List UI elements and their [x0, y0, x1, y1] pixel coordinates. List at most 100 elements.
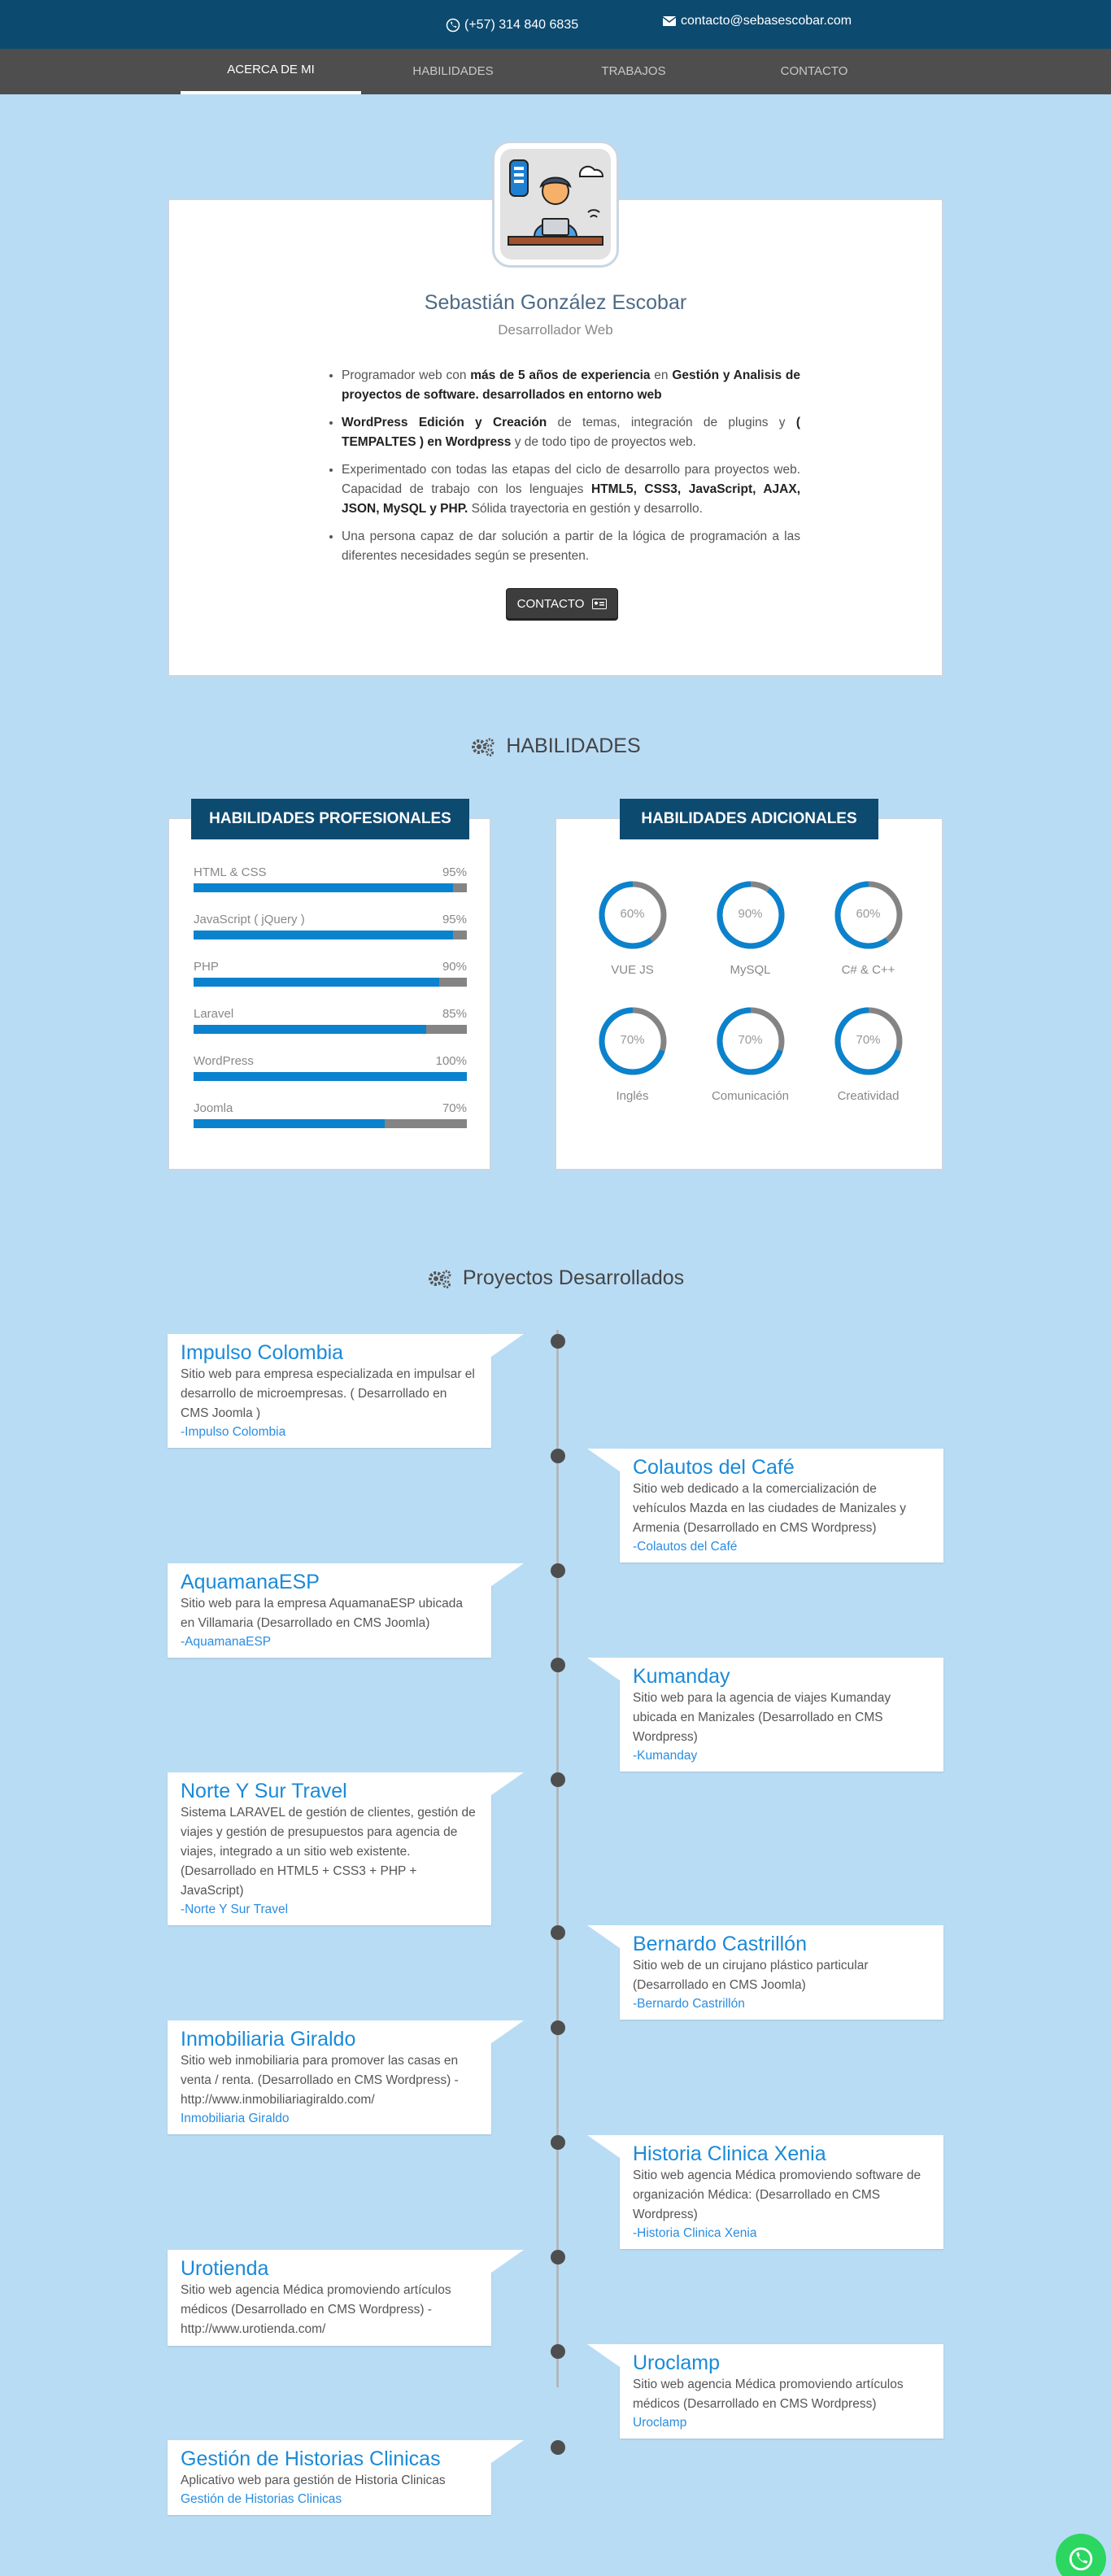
project-card: Historia Clinica Xenia Sitio web agencia …	[587, 2135, 943, 2249]
skill-bar: WordPress 100%	[194, 1054, 467, 1081]
project-title: AquamanaESP	[181, 1571, 320, 1593]
skill-bar-fill	[194, 883, 454, 892]
skill-percent: 70%	[442, 1101, 467, 1115]
project-description: Sitio web para la empresa AquamanaESP ub…	[181, 1597, 463, 1630]
project-card: Bernardo Castrillón Sitio web de un ciruj…	[587, 1925, 943, 2020]
timeline-dot	[551, 2344, 565, 2359]
whatsapp-icon	[1069, 2547, 1093, 2571]
project-title: Bernardo Castrillón	[633, 1933, 807, 1955]
skill-donut: 60% C# & C++	[809, 878, 927, 977]
project-link[interactable]: -Impulso Colombia	[181, 1425, 286, 1439]
project-description: Sistema LARAVEL de gestión de clientes, …	[181, 1806, 476, 1898]
donut-label: MySQL	[730, 963, 771, 977]
skill-percent: 95%	[442, 865, 467, 879]
donut-percent: 70%	[738, 1033, 763, 1047]
skill-bar: Joomla 70%	[194, 1101, 467, 1128]
skill-bar-track	[194, 883, 467, 892]
donut-fill	[834, 881, 902, 949]
project-link[interactable]: Uroclamp	[633, 2416, 687, 2430]
skill-percent: 95%	[442, 913, 467, 926]
project-card: Impulso Colombia Sitio web para empresa e…	[168, 1334, 524, 1448]
skill-bar-fill	[194, 1072, 467, 1081]
donut-chart	[834, 1007, 902, 1075]
contact-button[interactable]: CONTACTO	[506, 588, 618, 619]
skills-heading: HABILIDADES	[0, 734, 1111, 758]
project-card: Uroclamp Sitio web agencia Médica promovi…	[587, 2344, 943, 2439]
tab-contacto[interactable]: CONTACTO	[780, 64, 848, 78]
project-link[interactable]: Gestión de Historias Clinicas	[181, 2492, 342, 2506]
project-title: Kumanday	[633, 1665, 730, 1688]
project-description: Sitio web agencia Médica promoviendo art…	[633, 2378, 904, 2411]
donut-fill	[834, 1007, 902, 1075]
project-card: Norte Y Sur Travel Sistema LARAVEL de ges…	[168, 1772, 524, 1925]
skill-bar: JavaScript ( jQuery ) 95%	[194, 913, 467, 939]
timeline-dot	[551, 2250, 565, 2264]
project-card: Inmobiliaria Giraldo Sitio web inmobiliar…	[168, 2020, 524, 2134]
timeline-dot	[551, 2440, 565, 2455]
skill-donut: 90% MySQL	[691, 878, 809, 977]
timeline-dot	[551, 1658, 565, 1672]
skill-name: HTML & CSS	[194, 865, 267, 879]
skill-bar: HTML & CSS 95%	[194, 865, 467, 892]
skill-percent: 100%	[435, 1054, 467, 1068]
project-link[interactable]: -Kumanday	[633, 1749, 698, 1763]
timeline-dot	[551, 1449, 565, 1463]
project-link[interactable]: -Colautos del Café	[633, 1540, 738, 1554]
whatsapp-float-button[interactable]	[1056, 2534, 1106, 2576]
contact-button-label: CONTACTO	[516, 596, 585, 611]
project-title: Impulso Colombia	[181, 1341, 344, 1364]
project-link[interactable]: -Historia Clinica Xenia	[633, 2226, 757, 2240]
avatar	[492, 141, 619, 268]
id-card-icon	[592, 598, 608, 609]
timeline-dot	[551, 1563, 565, 1578]
tab-acerca-de-mi[interactable]: ACERCA DE MI	[181, 49, 361, 94]
skill-donut: 70% Comunicación	[691, 1005, 809, 1103]
projects-heading-text: Proyectos Desarrollados	[462, 1266, 685, 1289]
timeline-dot	[551, 1925, 565, 1940]
project-description: Sitio web agencia Médica promoviendo art…	[181, 2283, 451, 2336]
donut-label: Inglés	[616, 1089, 649, 1103]
about-bullet: Experimentado con todas las etapas del c…	[342, 460, 800, 519]
additional-skills-card: HABILIDADES ADICIONALES 60% VUE JS 90% MySQ…	[555, 799, 943, 1170]
donut-label: VUE JS	[611, 963, 654, 977]
professional-skills-card: HABILIDADES PROFESIONALES HTML & CSS 95% J…	[168, 799, 491, 1170]
project-description: Sitio web inmobiliaria para promover las…	[181, 2054, 459, 2107]
about-bullets: Programador web con más de 5 años de exp…	[327, 366, 800, 574]
about-bullet: Una persona capaz de dar solución a part…	[342, 527, 800, 566]
timeline-line	[556, 1330, 559, 2387]
phone-contact[interactable]: (+57) 314 840 6835	[446, 18, 578, 33]
project-description: Aplicativo web para gestión de Historia …	[181, 2474, 446, 2487]
skill-donut: 70% Inglés	[573, 1005, 691, 1103]
skill-bar-track	[194, 931, 467, 939]
skill-name: WordPress	[194, 1054, 254, 1068]
project-link[interactable]: -Norte Y Sur Travel	[181, 1903, 289, 1916]
project-link[interactable]: -Bernardo Castrillón	[633, 1997, 745, 2011]
timeline-dot	[551, 2135, 565, 2150]
donut-fill	[599, 881, 666, 949]
skills-heading-text: HABILIDADES	[506, 734, 641, 757]
about-bullet: WordPress Edición y Creación de temas, i…	[342, 413, 800, 452]
skill-percent: 90%	[442, 960, 467, 974]
project-link[interactable]: -AquamanaESP	[181, 1635, 272, 1649]
skill-bar-track	[194, 978, 467, 987]
donut-chart	[599, 881, 666, 949]
tab-trabajos[interactable]: TRABAJOS	[601, 64, 666, 78]
project-title: Norte Y Sur Travel	[181, 1780, 347, 1802]
project-card: Gestión de Historias Clinicas Aplicativo …	[168, 2440, 524, 2515]
tab-habilidades[interactable]: HABILIDADES	[412, 64, 494, 78]
project-link[interactable]: Inmobiliaria Giraldo	[181, 2112, 290, 2125]
additional-skills-title: HABILIDADES ADICIONALES	[620, 799, 878, 839]
project-title: Inmobiliaria Giraldo	[181, 2028, 356, 2051]
whatsapp-icon	[446, 18, 460, 33]
developer-illustration	[500, 149, 611, 259]
skill-bar-track	[194, 1072, 467, 1081]
donut-percent: 70%	[620, 1033, 645, 1047]
email-contact[interactable]: contacto@sebasescobar.com	[663, 14, 852, 28]
project-card: Kumanday Sitio web para la agencia de via…	[587, 1658, 943, 1772]
profile-name: Sebastián González Escobar	[424, 291, 687, 314]
donut-percent: 60%	[856, 907, 881, 921]
skill-percent: 85%	[442, 1007, 467, 1021]
project-card: AquamanaESP Sitio web para la empresa Aqu…	[168, 1563, 524, 1658]
donut-chart	[834, 881, 902, 949]
envelope-icon	[663, 16, 676, 26]
